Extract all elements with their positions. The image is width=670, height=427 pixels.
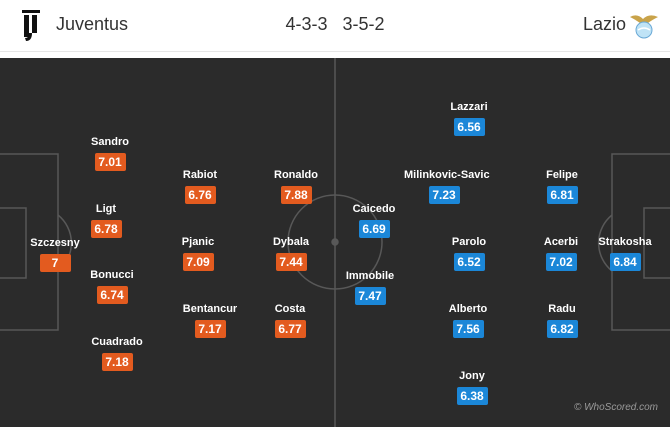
- player-felipe[interactable]: Felipe 6.81: [522, 168, 602, 204]
- player-dybala[interactable]: Dybala 7.44: [251, 235, 331, 271]
- player-rating: 7.18: [101, 353, 133, 371]
- player-sandro[interactable]: Sandro 7.01: [70, 135, 150, 171]
- home-formation: 4-3-3: [285, 14, 328, 34]
- pitch-lines: [0, 58, 670, 427]
- player-rating: 7.23: [428, 186, 460, 204]
- player-acerbi[interactable]: Acerbi 7.02: [521, 235, 601, 271]
- player-name: Milinkovic-Savic: [404, 169, 490, 181]
- player-name: Pjanic: [181, 236, 215, 248]
- player-rating: 6.76: [184, 186, 216, 204]
- player-name: Parolo: [451, 236, 487, 248]
- player-rating: 6.74: [96, 286, 128, 304]
- player-name: Sandro: [91, 136, 129, 148]
- player-immobile[interactable]: Immobile 7.47: [330, 269, 410, 305]
- player-rating: 7.88: [280, 186, 312, 204]
- away-team-name[interactable]: Lazio: [582, 14, 626, 34]
- match-header: Juventus 4-3-3 3-5-2 Lazio: [0, 0, 670, 52]
- player-rating: 6.81: [546, 186, 578, 204]
- player-rating: 7.44: [275, 253, 307, 271]
- player-ronaldo[interactable]: Ronaldo 7.88: [256, 168, 336, 204]
- player-cuadrado[interactable]: Cuadrado 7.18: [77, 335, 157, 371]
- player-name: Rabiot: [182, 169, 218, 181]
- player-name: Ligt: [95, 203, 117, 215]
- player-name: Szczesny: [30, 237, 80, 249]
- player-alberto[interactable]: Alberto 7.56: [428, 302, 508, 338]
- home-team-name[interactable]: Juventus: [56, 14, 129, 34]
- watermark: © WhoScored.com: [573, 402, 658, 413]
- player-name: Radu: [548, 303, 576, 315]
- player-name: Cuadrado: [91, 336, 143, 348]
- player-lazzari[interactable]: Lazzari 6.56: [429, 100, 509, 136]
- player-strakosha[interactable]: Strakosha 6.84: [585, 235, 665, 271]
- player-milinkovic-savic[interactable]: Milinkovic-Savic 7.23: [404, 168, 490, 204]
- player-ligt[interactable]: Ligt 6.78: [66, 202, 146, 238]
- player-rating: 7.56: [452, 320, 484, 338]
- player-name: Strakosha: [598, 236, 652, 248]
- player-name: Dybala: [272, 236, 310, 248]
- away-formation: 3-5-2: [342, 14, 385, 34]
- player-rating: 6.56: [453, 118, 485, 136]
- player-name: Immobile: [345, 270, 395, 282]
- juventus-logo-icon: [22, 10, 40, 41]
- player-jony[interactable]: Jony 6.38: [432, 369, 512, 405]
- player-name: Costa: [274, 303, 306, 315]
- player-rabiot[interactable]: Rabiot 6.76: [160, 168, 240, 204]
- player-pjanic[interactable]: Pjanic 7.09: [158, 235, 238, 271]
- player-name: Acerbi: [543, 236, 579, 248]
- player-rating: 6.38: [456, 387, 488, 405]
- player-bentancur[interactable]: Bentancur 7.17: [170, 302, 250, 338]
- player-name: Jony: [459, 370, 485, 382]
- player-name: Bentancur: [182, 303, 238, 315]
- player-name: Ronaldo: [274, 169, 318, 181]
- player-name: Felipe: [546, 169, 578, 181]
- player-rating: 6.69: [358, 220, 390, 238]
- player-rating: 6.82: [546, 320, 578, 338]
- pitch: Szczesny 7 Sandro 7.01 Ligt 6.78 Bonucci…: [0, 58, 670, 427]
- player-rating: 6.84: [609, 253, 641, 271]
- player-parolo[interactable]: Parolo 6.52: [429, 235, 509, 271]
- player-szczesny[interactable]: Szczesny 7: [15, 236, 95, 272]
- lazio-logo-icon: [630, 15, 658, 39]
- player-rating: 7.09: [182, 253, 214, 271]
- player-rating: 6.77: [274, 320, 306, 338]
- player-rating: 6.52: [453, 253, 485, 271]
- player-name: Alberto: [448, 303, 488, 315]
- player-rating: 7: [39, 254, 71, 272]
- player-rating: 6.78: [90, 220, 122, 238]
- player-rating: 7.47: [354, 287, 386, 305]
- player-rating: 7.02: [545, 253, 577, 271]
- player-caicedo[interactable]: Caicedo 6.69: [334, 202, 414, 238]
- player-rating: 7.01: [94, 153, 126, 171]
- player-name: Lazzari: [450, 101, 488, 113]
- player-name: Bonucci: [90, 269, 134, 281]
- formations: 4-3-3 3-5-2: [0, 14, 670, 35]
- player-costa[interactable]: Costa 6.77: [250, 302, 330, 338]
- player-bonucci[interactable]: Bonucci 6.74: [72, 268, 152, 304]
- player-radu[interactable]: Radu 6.82: [522, 302, 602, 338]
- player-name: Caicedo: [352, 203, 396, 215]
- player-rating: 7.17: [194, 320, 226, 338]
